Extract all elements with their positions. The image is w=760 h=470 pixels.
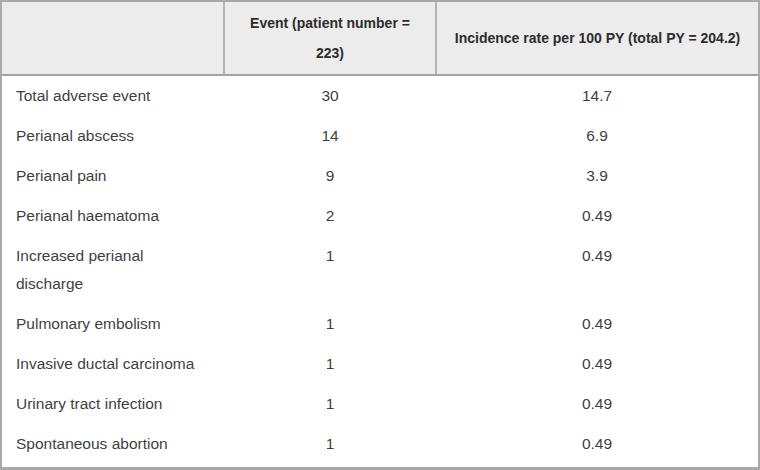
- event-count-cell: 2: [224, 196, 436, 236]
- event-count-cell: 1: [224, 344, 436, 384]
- event-count-cell: 30: [224, 75, 436, 116]
- incidence-rate-cell: 0.49: [436, 384, 758, 424]
- table-row: Perianal abscess 14 6.9: [2, 116, 758, 156]
- incidence-rate-cell: 3.9: [436, 156, 758, 196]
- table-row: Total adverse event 30 14.7: [2, 75, 758, 116]
- row-label-cell: Urinary tract infection: [2, 384, 224, 424]
- header-row: Event (patient number = 223) Incidence r…: [2, 2, 758, 75]
- table-row: Perianal pain 9 3.9: [2, 156, 758, 196]
- row-label-cell: Perianal abscess: [2, 116, 224, 156]
- incidence-rate-cell: 0.49: [436, 344, 758, 384]
- incidence-rate-cell: 0.49: [436, 424, 758, 464]
- event-count-cell: 1: [224, 424, 436, 464]
- row-label-cell: Pulmonary embolism: [2, 304, 224, 344]
- event-count-cell: 9: [224, 156, 436, 196]
- table-row: Increased perianal discharge 1 0.49: [2, 236, 758, 304]
- incidence-rate-cell: 6.9: [436, 116, 758, 156]
- table-row: Pulmonary embolism 1 0.49: [2, 304, 758, 344]
- incidence-rate-cell: 0.49: [436, 196, 758, 236]
- table-row: Spontaneous abortion 1 0.49: [2, 424, 758, 464]
- row-label-cell: Perianal pain: [2, 156, 224, 196]
- event-count-cell: 1: [224, 304, 436, 344]
- table-row: Urinary tract infection 1 0.49: [2, 384, 758, 424]
- header-cell-incidence: Incidence rate per 100 PY (total PY = 20…: [436, 2, 758, 75]
- row-label-cell: Total adverse event: [2, 75, 224, 116]
- row-label-cell: Increased perianal discharge: [2, 236, 224, 304]
- header-cell-empty: [2, 2, 224, 75]
- event-count-cell: 14: [224, 116, 436, 156]
- incidence-rate-cell: 0.49: [436, 304, 758, 344]
- incidence-rate-cell: 0.49: [436, 236, 758, 304]
- event-count-cell: 1: [224, 384, 436, 424]
- incidence-rate-cell: 14.7: [436, 75, 758, 116]
- row-label-cell: Perianal haematoma: [2, 196, 224, 236]
- row-label-cell: Spontaneous abortion: [2, 424, 224, 464]
- adverse-events-table: Event (patient number = 223) Incidence r…: [2, 2, 758, 464]
- table-row: Perianal haematoma 2 0.49: [2, 196, 758, 236]
- header-cell-event: Event (patient number = 223): [224, 2, 436, 75]
- table-row: Invasive ductal carcinoma 1 0.49: [2, 344, 758, 384]
- event-count-cell: 1: [224, 236, 436, 304]
- adverse-events-table-container: Event (patient number = 223) Incidence r…: [0, 0, 760, 470]
- row-label-cell: Invasive ductal carcinoma: [2, 344, 224, 384]
